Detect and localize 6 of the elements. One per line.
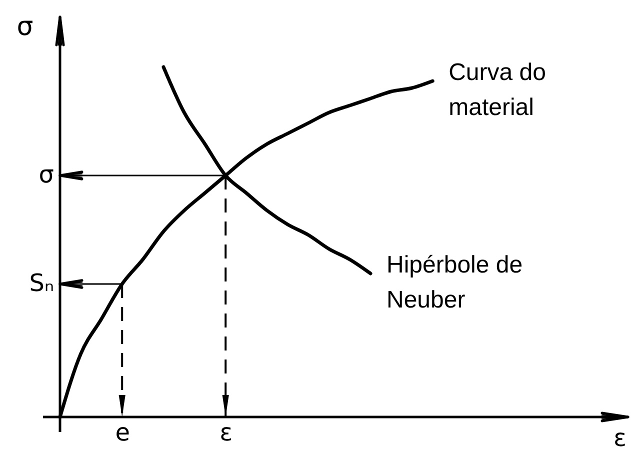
- x-tick-label: e: [115, 418, 130, 446]
- annotation: Sₙ: [29, 269, 54, 297]
- annotation: σ: [38, 160, 54, 188]
- y-axis-title: σ: [16, 12, 34, 42]
- series-label: Hipérbole de Neuber: [386, 252, 523, 314]
- series-label: Curva do material: [448, 59, 546, 121]
